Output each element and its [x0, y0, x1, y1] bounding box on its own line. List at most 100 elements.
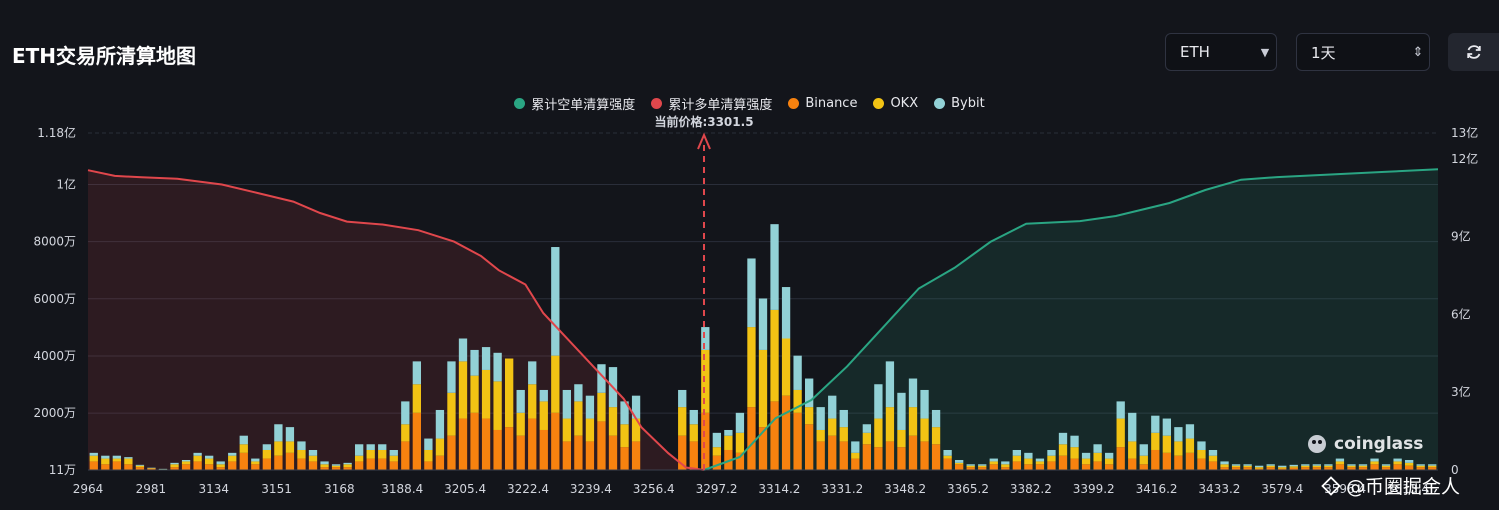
bar-okx [793, 389, 802, 413]
x-tick-label: 3433.2 [1198, 482, 1240, 496]
bar-binance [458, 418, 468, 470]
bar-okx [931, 427, 941, 445]
bar-binance [1266, 467, 1275, 470]
bar-bybit [1185, 424, 1195, 439]
bar-binance [505, 427, 514, 470]
bar-okx [1301, 465, 1310, 468]
bar-okx [597, 392, 606, 422]
bar-bybit [308, 449, 318, 456]
bar-binance [1151, 449, 1160, 470]
bar-binance [562, 441, 571, 470]
bar-binance [412, 412, 421, 470]
y-left-tick-label: 1.18亿 [37, 125, 76, 140]
bar-okx [1151, 432, 1160, 450]
bar-binance [931, 444, 941, 470]
y-right-tick-label: 13亿 [1451, 125, 1478, 140]
bar-okx [181, 461, 191, 465]
bar-okx [1035, 461, 1045, 465]
bar-bybit [1231, 464, 1241, 466]
bar-binance [262, 458, 271, 470]
bar-bybit [1312, 464, 1321, 466]
bar-binance [493, 429, 502, 470]
legend-item-short[interactable]: 累计空单清算强度 [514, 94, 635, 113]
bar-okx [1347, 465, 1356, 468]
legend-item-bybit[interactable]: Bybit [934, 94, 985, 113]
bar-binance [216, 467, 225, 470]
legend-item-okx[interactable]: OKX [873, 94, 918, 113]
bar-bybit [943, 449, 952, 456]
bar-bybit [597, 364, 606, 393]
bar-okx [366, 449, 375, 459]
bar-bybit [181, 459, 191, 462]
bar-okx [781, 338, 791, 396]
bar-okx [1024, 458, 1033, 465]
bar-okx [458, 361, 468, 419]
bar-binance [1405, 465, 1414, 470]
bar-binance [1301, 467, 1310, 470]
cumulative-long-line [87, 169, 705, 471]
bar-binance [747, 407, 756, 470]
bar-binance [89, 461, 98, 470]
bar-okx [885, 407, 895, 442]
legend-item-binance[interactable]: Binance [788, 94, 857, 113]
x-tick-label: 3382.2 [1010, 482, 1052, 496]
axes: 11万 2000万 4000万 6000万 8000万 1亿 1.18亿 0 3亿 6亿 9亿 12亿… [33, 125, 1478, 496]
legend-item-long[interactable]: 累计多单清算强度 [651, 94, 772, 113]
bar-okx [1139, 455, 1148, 465]
bar-binance [124, 464, 133, 470]
bar-okx [516, 412, 525, 436]
bar-okx [1266, 465, 1275, 468]
bar-binance [1255, 468, 1264, 470]
x-tick-label: 2981 [136, 482, 167, 496]
bar-bybit [851, 441, 860, 453]
bar-bybit [897, 392, 906, 430]
range-select[interactable]: 1天 ⇕ [1296, 33, 1430, 71]
bar-okx [724, 435, 733, 450]
symbol-select[interactable]: ETH ▼ [1165, 33, 1277, 71]
bar-okx [874, 418, 883, 448]
y-right-tick-label: 6亿 [1451, 306, 1471, 321]
bar-bybit [551, 247, 560, 356]
bar-okx [816, 429, 825, 442]
bar-binance [297, 458, 306, 470]
bar-bybit [758, 298, 768, 350]
bar-binance [170, 467, 179, 470]
bar-binance [389, 461, 398, 470]
bar-okx [320, 464, 329, 468]
bar-okx [966, 465, 975, 468]
bar-binance [1139, 464, 1148, 470]
bar-bybit [1428, 464, 1437, 466]
bar-binance [1162, 452, 1171, 470]
bar-okx [539, 401, 548, 430]
bar-okx [574, 401, 583, 436]
bar-binance [205, 464, 214, 470]
bar-bybit [712, 432, 721, 448]
x-tick-label: 3613.4 [1387, 482, 1429, 496]
bar-bybit [1139, 444, 1148, 456]
bar-okx [805, 407, 814, 425]
x-tick-label: 3134 [198, 482, 229, 496]
bar-bybit [781, 287, 791, 339]
x-tick-label: 3205.4 [444, 482, 486, 496]
bar-binance [424, 461, 433, 470]
bar-okx [585, 418, 595, 442]
refresh-button[interactable] [1448, 33, 1499, 71]
bar-bybit [574, 384, 583, 402]
bar-okx [1001, 464, 1010, 468]
bar-okx [481, 369, 491, 419]
bar-bybit [401, 401, 410, 425]
bar-binance [585, 441, 595, 470]
bar-binance [320, 467, 329, 470]
bar-binance [401, 441, 410, 470]
bar-okx [851, 452, 860, 459]
x-tick-label: 3596.4 [1324, 482, 1366, 496]
bar-okx [735, 432, 745, 453]
bar-okx [101, 458, 110, 465]
bar-okx [112, 458, 121, 462]
bar-bybit [528, 361, 537, 385]
bar-binance [343, 467, 352, 470]
page-title: ETH交易所清算地图 [12, 44, 197, 68]
bar-bybit [1381, 464, 1391, 466]
bar-bybit [955, 459, 964, 463]
bar-binance [897, 447, 906, 470]
